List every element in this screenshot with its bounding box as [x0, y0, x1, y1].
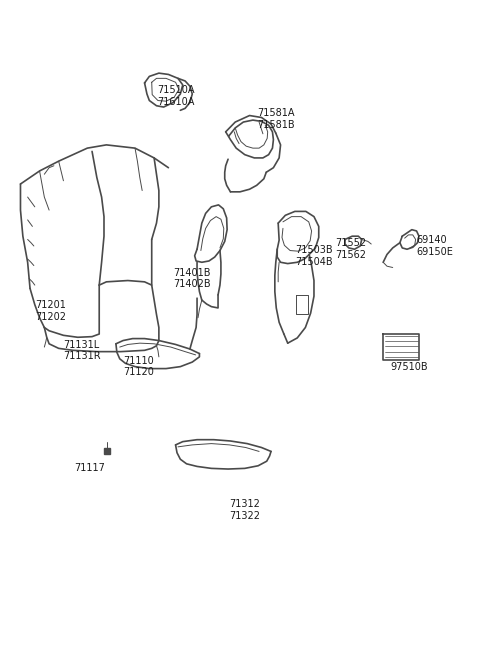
Text: 71312
71322: 71312 71322 [229, 499, 260, 521]
Text: 71201
71202: 71201 71202 [35, 301, 66, 322]
Text: 71510A
71610A: 71510A 71610A [157, 85, 194, 107]
Text: 71581A
71581B: 71581A 71581B [257, 108, 294, 130]
Text: 69140
69150E: 69140 69150E [417, 235, 454, 257]
Text: 71503B
71504B: 71503B 71504B [295, 245, 333, 267]
Text: 71131L
71131R: 71131L 71131R [63, 339, 101, 361]
Text: 71401B
71402B: 71401B 71402B [173, 268, 211, 290]
Text: 97510B: 97510B [391, 362, 428, 371]
Text: 71110
71120: 71110 71120 [123, 356, 154, 377]
Text: 71552
71562: 71552 71562 [336, 238, 367, 260]
Text: 71117: 71117 [74, 462, 105, 473]
